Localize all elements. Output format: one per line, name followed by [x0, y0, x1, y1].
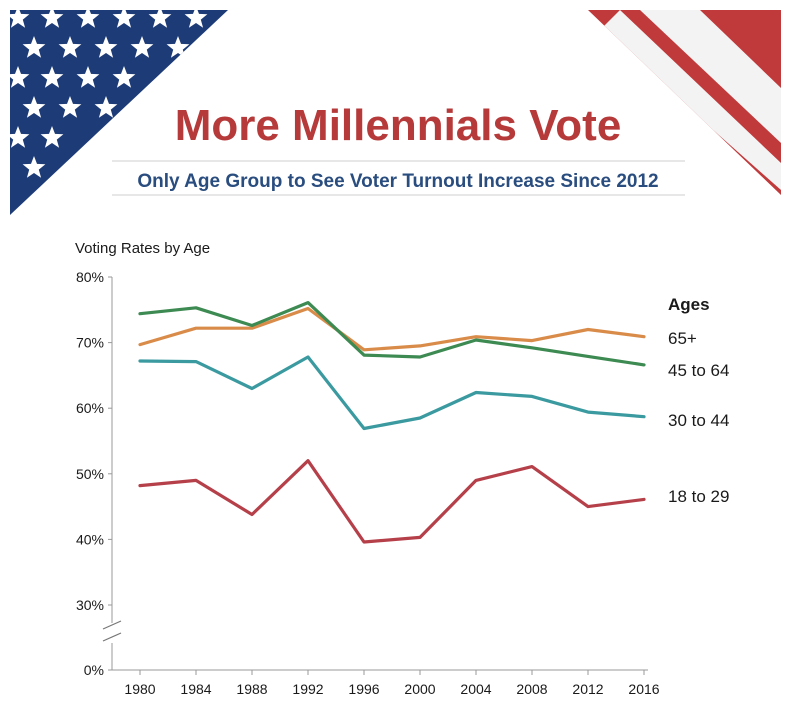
y-tick-label: 50%: [76, 466, 104, 482]
legend-label: 45 to 64: [668, 361, 729, 380]
x-tick-label: 1980: [124, 681, 155, 697]
flag-star-icon: [166, 36, 190, 58]
flag-star-icon: [10, 66, 30, 88]
y-tick-label: 60%: [76, 400, 104, 416]
flag-white-stripe: [600, 10, 781, 190]
y-tick-label: 40%: [76, 531, 104, 547]
y-axis-title: Voting Rates by Age: [75, 240, 210, 257]
y-tick-label: 80%: [76, 269, 104, 285]
flag-star-icon: [130, 36, 154, 58]
flag-star-icon: [10, 10, 30, 28]
legend-title: Ages: [668, 295, 710, 314]
flag-star-icon: [148, 10, 172, 28]
x-tick-label: 1992: [292, 681, 323, 697]
flag-star-icon: [22, 36, 46, 58]
series-lines: [138, 301, 646, 544]
legend-label: 30 to 44: [668, 411, 729, 430]
x-tick-label: 2008: [516, 681, 547, 697]
flag-star-icon: [40, 66, 64, 88]
flag-star-icon: [22, 156, 46, 178]
flag-star-icon: [76, 66, 100, 88]
flag-star-icon: [112, 66, 136, 88]
page-title: More Millennials Vote: [175, 101, 622, 150]
axis-break-marks: [102, 620, 122, 642]
x-tick-label: 2000: [404, 681, 435, 697]
series-line-18-to-29: [138, 459, 646, 544]
flag-star-icon: [58, 36, 82, 58]
x-tick-label: 2016: [628, 681, 659, 697]
x-tick-label: 2004: [460, 681, 491, 697]
flag-star-icon: [58, 96, 82, 118]
page-subtitle: Only Age Group to See Voter Turnout Incr…: [137, 171, 658, 192]
flag-star-icon: [94, 36, 118, 58]
flag-star-icon: [94, 96, 118, 118]
flag-star-icon: [40, 10, 64, 28]
legend: 65+ 45 to 64 30 to 44 18 to 29: [668, 329, 729, 506]
series-line-45-to-64: [138, 301, 646, 367]
x-tick-label: 1996: [348, 681, 379, 697]
flag-star-icon: [184, 10, 208, 28]
flag-white-stripe: [640, 10, 781, 143]
x-tick-label: 2012: [572, 681, 603, 697]
x-tick-label: 1984: [180, 681, 211, 697]
legend-label: 65+: [668, 329, 697, 348]
series-line-65-plus: [138, 306, 646, 352]
flag-star-icon: [10, 126, 30, 148]
x-tick-label: 1988: [236, 681, 267, 697]
flag-stars: [10, 10, 208, 178]
flag-star-icon: [76, 10, 100, 28]
flag-star-icon: [112, 10, 136, 28]
series-line-30-to-44: [138, 355, 646, 431]
x-axis-ticks: 1980 1984 1988 1992 1996 2000 2004 2008 2012 2016: [124, 670, 660, 697]
y-tick-label: 0%: [84, 662, 104, 678]
flag-star-icon: [22, 96, 46, 118]
flag-star-icon: [40, 126, 64, 148]
y-tick-label: 30%: [76, 597, 104, 613]
y-axis-ticks: 80% 70% 60% 50% 40% 30% 0%: [76, 269, 112, 678]
legend-label: 18 to 29: [668, 487, 729, 506]
y-tick-label: 70%: [76, 335, 104, 351]
